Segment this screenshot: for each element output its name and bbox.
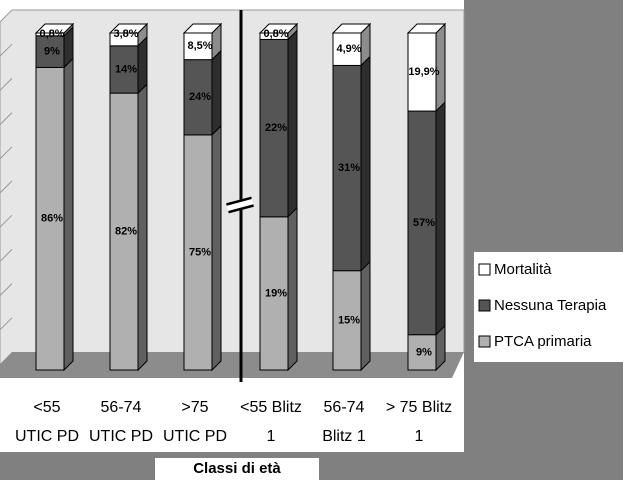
bar-segment	[109, 92, 139, 371]
x-tick-label: Blitz 1	[322, 428, 366, 445]
x-tick-label: UTIC PD	[15, 428, 79, 445]
value-label: 15%	[338, 314, 360, 326]
legend-label: Nessuna Terapia	[494, 297, 607, 314]
x-tick-label: <55 Blitz	[240, 399, 302, 416]
value-label: 9%	[416, 346, 432, 358]
value-label: 0,8%	[263, 28, 288, 40]
x-tick-label: 56-74	[324, 399, 365, 416]
x-axis-label: Classi di età	[193, 460, 281, 477]
bar-side-shade	[288, 30, 297, 217]
bar-top	[406, 23, 447, 34]
value-label: 75%	[189, 246, 211, 258]
legend-box	[474, 252, 623, 362]
value-label: 22%	[265, 122, 287, 134]
value-label: 57%	[413, 217, 435, 229]
bar-segment	[407, 32, 437, 112]
x-tick-label: >75	[181, 399, 208, 416]
bar-side-shade	[138, 36, 147, 94]
bars: 86% 9% 0,8% 82% 14% 3,8% 75% 24% 8,5% 19% 22% 0,8% 1…	[34, 22, 447, 372]
bar-segment	[332, 64, 362, 272]
legend-label: Mortalità	[494, 261, 552, 278]
x-label-box	[155, 458, 319, 480]
bar-top	[34, 23, 75, 34]
x-tick-label: UTIC PD	[163, 428, 227, 445]
wall-grid-line	[0, 283, 13, 296]
value-label: 19,9%	[408, 66, 439, 78]
wall-grid-line	[0, 180, 13, 194]
side-panel	[464, 0, 623, 480]
wall-grid-line	[0, 112, 13, 125]
bar-top	[258, 23, 299, 34]
value-label: 31%	[338, 162, 360, 174]
bar-side-shade	[361, 24, 370, 66]
wall-grid-line	[0, 146, 13, 160]
x-tick-label: 1	[267, 428, 276, 445]
bar-side-shade	[64, 58, 73, 370]
bar-top	[331, 23, 372, 34]
bar-side-shade	[138, 24, 147, 46]
x-tick-label: 56-74	[101, 399, 142, 416]
wall-grid-line	[0, 43, 13, 57]
bar-side-shade	[436, 24, 445, 112]
x-tick-label: <55	[33, 399, 60, 416]
value-label: 9%	[44, 46, 60, 58]
value-label: 0,8%	[39, 28, 64, 40]
bar-side-shade	[212, 24, 221, 60]
value-label: 14%	[115, 63, 137, 75]
bar-side-shade	[361, 261, 370, 370]
x-tick-label: UTIC PD	[89, 428, 153, 445]
bar-side-shade	[288, 24, 297, 40]
value-label: 86%	[41, 213, 63, 225]
wall-grid	[0, 43, 13, 331]
bar-side-shade	[288, 207, 297, 370]
x-tick-label: > 75 Blitz	[386, 399, 452, 416]
legend-swatch	[478, 335, 491, 348]
legend-swatch	[478, 263, 491, 276]
bar-side-shade	[64, 26, 73, 68]
wall-grid-line	[0, 214, 13, 228]
bar-segment	[259, 38, 289, 218]
value-label: 82%	[115, 225, 137, 237]
bar-side-shade	[436, 102, 445, 335]
x-tick-label: 1	[415, 428, 424, 445]
bar-top	[182, 23, 223, 34]
wall-grid-line	[0, 317, 13, 331]
bar-side-shade	[212, 50, 221, 135]
bar-side-shade	[361, 56, 370, 271]
legend-swatch	[478, 299, 491, 312]
value-label: 8,5%	[187, 40, 212, 52]
bar-top	[108, 23, 149, 34]
legend-label: PTCA primaria	[494, 333, 592, 350]
value-label: 19%	[265, 287, 287, 299]
value-label: 3,8%	[113, 28, 138, 40]
value-label: 24%	[189, 91, 211, 103]
bar-segment	[407, 110, 437, 336]
bar-segment	[35, 66, 65, 371]
bar-segment	[183, 59, 213, 136]
bar-side-shade	[436, 325, 445, 370]
wall-grid-line	[0, 78, 13, 91]
bar-side-shade	[138, 84, 147, 371]
wall-grid-line	[0, 249, 13, 262]
value-label: 4,9%	[336, 43, 361, 55]
break-mark	[226, 196, 254, 214]
bar-side-shade	[212, 125, 221, 370]
